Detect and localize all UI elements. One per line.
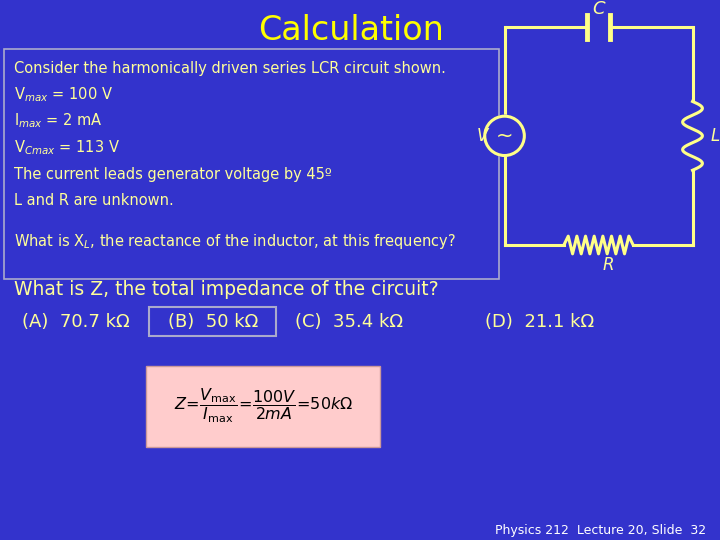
Text: What is Z, the total impedance of the circuit?: What is Z, the total impedance of the ci… bbox=[14, 280, 438, 299]
Text: Physics 212  Lecture 20, Slide  32: Physics 212 Lecture 20, Slide 32 bbox=[495, 524, 706, 537]
FancyBboxPatch shape bbox=[149, 307, 276, 336]
Text: Calculation: Calculation bbox=[258, 14, 444, 47]
Text: L and R are unknown.: L and R are unknown. bbox=[14, 193, 174, 208]
Text: (D)  21.1 kΩ: (D) 21.1 kΩ bbox=[485, 313, 594, 330]
Text: (A)  70.7 kΩ: (A) 70.7 kΩ bbox=[22, 313, 130, 330]
Text: I$_{max}$ = 2 mA: I$_{max}$ = 2 mA bbox=[14, 112, 103, 131]
Text: The current leads generator voltage by 45º: The current leads generator voltage by 4… bbox=[14, 167, 332, 181]
Text: L: L bbox=[711, 127, 719, 145]
Text: R: R bbox=[603, 255, 614, 274]
Text: V: V bbox=[477, 127, 487, 145]
Text: (C)  35.4 kΩ: (C) 35.4 kΩ bbox=[294, 313, 402, 330]
Text: (B)  50 kΩ: (B) 50 kΩ bbox=[168, 313, 258, 330]
Text: Consider the harmonically driven series LCR circuit shown.: Consider the harmonically driven series … bbox=[14, 60, 446, 76]
FancyBboxPatch shape bbox=[146, 366, 380, 447]
Circle shape bbox=[485, 116, 524, 156]
Text: $Z\!=\!\dfrac{V_{\rm max}}{I_{\rm max}}\!=\!\dfrac{100V}{2mA}\!=\!50k\Omega$: $Z\!=\!\dfrac{V_{\rm max}}{I_{\rm max}}\… bbox=[174, 387, 353, 426]
FancyBboxPatch shape bbox=[4, 49, 499, 279]
Text: What is X$_L$, the reactance of the inductor, at this frequency?: What is X$_L$, the reactance of the indu… bbox=[14, 232, 456, 252]
Text: C: C bbox=[593, 0, 605, 18]
Text: V$_{max}$ = 100 V: V$_{max}$ = 100 V bbox=[14, 85, 113, 104]
Text: V$_{Cmax}$ = 113 V: V$_{Cmax}$ = 113 V bbox=[14, 138, 120, 157]
Text: ~: ~ bbox=[496, 126, 513, 146]
